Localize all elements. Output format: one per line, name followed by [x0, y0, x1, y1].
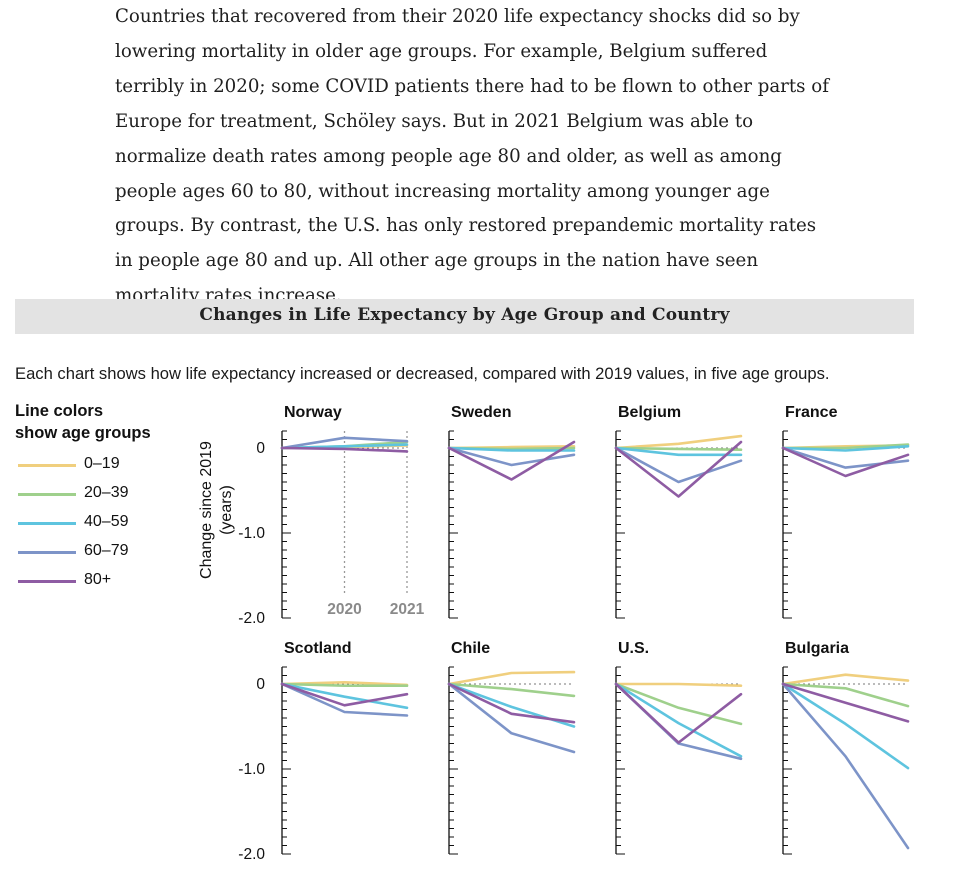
series-line	[781, 682, 910, 723]
legend-item: 60–79	[15, 539, 185, 568]
series-line	[781, 445, 910, 452]
series-line	[614, 434, 743, 450]
series-line	[781, 682, 910, 850]
legend-label: 60–79	[84, 542, 129, 559]
figure-title: Changes in Life Expectancy by Age Group …	[199, 305, 730, 325]
series-line	[614, 682, 743, 688]
series-line	[614, 682, 743, 758]
legend-swatch	[18, 551, 76, 554]
y-tick-label: 0	[256, 440, 265, 457]
legend-item: 0–19	[15, 452, 185, 481]
series-line	[447, 682, 576, 724]
legend: Line colors show age groups 0–19 20–39 4…	[15, 400, 185, 597]
x-tick-label: 2020	[327, 601, 361, 618]
legend-swatch	[18, 464, 76, 467]
legend-label: 80+	[84, 571, 112, 588]
series-line	[447, 670, 576, 686]
series-line	[447, 446, 576, 452]
figure-subtitle: Each chart shows how life expectancy inc…	[15, 364, 830, 383]
series-line	[781, 446, 910, 478]
series-line	[781, 682, 910, 770]
series-line	[781, 673, 910, 686]
series-line	[447, 682, 576, 698]
series-line	[614, 440, 743, 498]
legend-title-line2: show age groups	[15, 424, 151, 442]
series-line	[280, 682, 409, 688]
legend-title-line1: Line colors	[15, 402, 104, 420]
legend-swatch	[18, 522, 76, 525]
legend-item: 80+	[15, 568, 185, 597]
x-tick-label: 2021	[390, 601, 425, 618]
chart-panel: Bulgaria	[781, 640, 910, 855]
legend-label: 0–19	[84, 455, 120, 472]
legend-label: 20–39	[84, 484, 129, 501]
article-paragraph: Countries that recovered from their 2020…	[115, 6, 829, 307]
legend-label: 40–59	[84, 513, 129, 530]
legend-swatch	[18, 493, 76, 496]
panel-title: Norway	[284, 404, 342, 421]
y-tick-label: -2.0	[238, 846, 265, 863]
series-line	[781, 682, 910, 708]
panel-title: Scotland	[284, 640, 352, 657]
panel-title: Belgium	[618, 404, 681, 421]
chart-panel: Belgium	[614, 404, 743, 619]
series-line	[280, 682, 409, 707]
chart-panel: Norway 0 -1.0 -2.0 2020 2021	[238, 404, 424, 627]
series-line	[614, 446, 743, 452]
legend-swatch	[18, 580, 76, 583]
series-line	[614, 682, 743, 726]
panel-title: Bulgaria	[785, 640, 849, 657]
chart-panel: Scotland 0 -1.0 -2.0	[238, 640, 409, 863]
series-line	[280, 682, 409, 717]
y-tick-label: -1.0	[238, 761, 265, 778]
series-line	[280, 682, 409, 710]
series-line	[447, 440, 576, 481]
y-axis-title: Change since 2019 (years)	[198, 441, 235, 579]
y-tick-label: 0	[256, 676, 265, 693]
panel-title: Sweden	[451, 404, 511, 421]
y-tick-label: -1.0	[238, 525, 265, 542]
series-line	[614, 682, 743, 744]
series-line	[280, 436, 409, 450]
y-tick-label: -2.0	[238, 610, 265, 627]
chart-panel: France	[781, 404, 910, 619]
figure-title-banner: Changes in Life Expectancy by Age Group …	[15, 299, 914, 334]
y-axis-title-line1: Change since 2019	[198, 441, 215, 579]
series-line	[280, 446, 409, 453]
series-line	[614, 446, 743, 484]
panel-title: U.S.	[618, 640, 649, 657]
legend-item: 20–39	[15, 481, 185, 510]
panel-title: France	[785, 404, 838, 421]
y-axis-title-line2: (years)	[218, 485, 235, 535]
legend-item: 40–59	[15, 510, 185, 539]
chart-panel: Sweden	[447, 404, 576, 619]
series-line	[447, 682, 576, 754]
panel-title: Chile	[451, 640, 490, 657]
series-line	[447, 446, 576, 467]
chart-panel: U.S.	[614, 640, 743, 855]
series-line	[614, 446, 743, 457]
chart-panel: Chile	[447, 640, 576, 855]
